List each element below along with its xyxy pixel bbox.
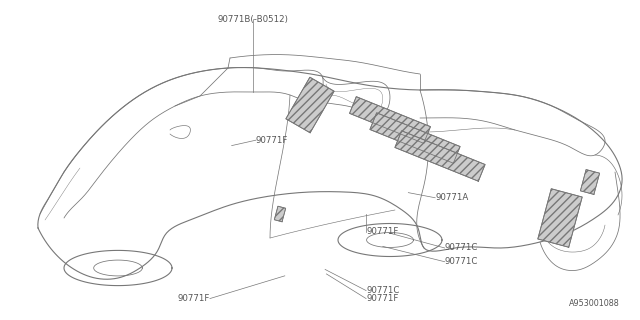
Text: 90771C: 90771C xyxy=(445,257,478,266)
Text: 90771C: 90771C xyxy=(445,244,478,252)
Polygon shape xyxy=(275,206,285,222)
Text: 90771F: 90771F xyxy=(256,136,289,145)
Text: 90771A: 90771A xyxy=(435,193,468,202)
Polygon shape xyxy=(580,170,600,195)
Text: 90771C: 90771C xyxy=(366,286,399,295)
Polygon shape xyxy=(370,113,460,163)
Text: 90771F: 90771F xyxy=(366,294,399,303)
Text: 90771B(-B0512): 90771B(-B0512) xyxy=(218,15,288,24)
Polygon shape xyxy=(349,97,431,143)
Polygon shape xyxy=(286,77,334,133)
Polygon shape xyxy=(395,131,485,181)
Text: 90771F: 90771F xyxy=(177,294,210,303)
Text: A953001088: A953001088 xyxy=(569,299,620,308)
Polygon shape xyxy=(538,189,582,247)
Text: 90771F: 90771F xyxy=(366,228,399,236)
